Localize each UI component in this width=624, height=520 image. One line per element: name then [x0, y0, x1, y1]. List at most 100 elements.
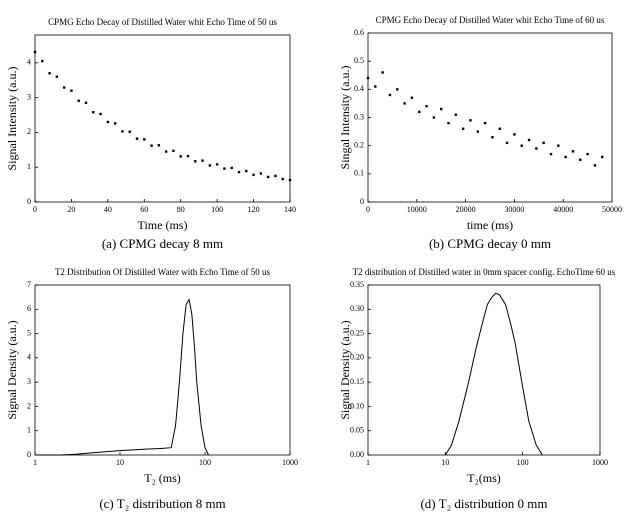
y-tick-label: 0 — [360, 197, 364, 206]
scatter-point — [201, 159, 204, 162]
scatter-point — [593, 164, 597, 167]
x-tick-label: 50000 — [602, 205, 622, 214]
scatter-point — [135, 137, 139, 140]
chart-title: T2 Distribution Of Distilled Water with … — [55, 267, 271, 277]
y-tick-label: 4 — [27, 58, 31, 67]
scatter-point — [549, 152, 553, 156]
scatter-point — [172, 149, 175, 153]
scatter-point — [381, 71, 384, 74]
chart-title: CPMG Echo Decay of Distilled Water whit … — [48, 17, 277, 27]
scatter-point — [121, 130, 124, 133]
y-tick-label: 2 — [27, 127, 31, 136]
scatter-point — [215, 163, 219, 166]
y-tick-label: 3 — [27, 92, 31, 101]
x-tick-label: 140 — [284, 205, 296, 214]
distribution-line — [444, 292, 543, 456]
scatter-point — [461, 127, 465, 130]
scatter-point — [266, 175, 270, 179]
x-tick-label: 1000 — [592, 458, 608, 467]
y-tick-label: 0.1 — [354, 169, 364, 178]
scatter-point — [403, 102, 406, 105]
scatter-point — [179, 155, 182, 158]
caption: (b) CPMG decay 0 mm — [429, 236, 551, 251]
x-tick-label: 10000 — [407, 205, 427, 214]
y-tick-label: 1 — [27, 162, 31, 171]
scatter-point — [33, 50, 37, 54]
scatter-point — [498, 127, 501, 130]
scatter-point — [469, 119, 472, 122]
scatter-point — [245, 169, 248, 173]
scatter-point — [230, 166, 233, 170]
scatter-point — [557, 144, 560, 147]
scatter-point — [157, 144, 161, 147]
scatter-point — [48, 72, 51, 75]
x-tick-label: 0 — [366, 205, 370, 214]
plot-frame — [367, 32, 613, 203]
chart-title: T2 distribution of Distilled water in 0m… — [353, 267, 616, 277]
plot-frame — [34, 284, 291, 456]
plot-frame — [367, 284, 601, 456]
scatter-point — [150, 144, 153, 147]
y-tick-label: 0.5 — [354, 56, 364, 65]
scatter-point — [505, 141, 509, 145]
y-tick-label: 0.15 — [350, 377, 364, 386]
scatter-point — [571, 150, 575, 153]
scatter-point — [418, 110, 421, 114]
x-tick-label: 20 — [67, 205, 75, 214]
y-tick-label: 0.10 — [350, 401, 364, 410]
y-tick-label: 0.05 — [350, 426, 364, 435]
x-tick-label: 1 — [366, 458, 370, 467]
y-tick-label: 5 — [27, 328, 31, 337]
scatter-point — [447, 121, 450, 125]
y-tick-label: 0.4 — [354, 84, 364, 93]
scatter-point — [62, 86, 66, 89]
chart-title: CPMG Echo Decay of Distilled Water whit … — [376, 15, 605, 25]
y-tick-label: 0.25 — [350, 328, 364, 337]
scatter-point — [396, 88, 399, 91]
y-tick-label: 0.6 — [354, 28, 364, 37]
x-axis-label: T₂ (ms) — [144, 471, 181, 485]
y-tick-label: 2 — [27, 401, 31, 410]
x-axis-label: time (ms) — [467, 218, 513, 232]
caption: (a) CPMG decay 8 mm — [102, 236, 223, 251]
scatter-point — [208, 164, 212, 167]
x-axis-label: T₂(ms) — [467, 471, 501, 485]
x-tick-label: 120 — [248, 205, 260, 214]
scatter-point — [41, 59, 44, 63]
scatter-point — [252, 173, 255, 177]
x-tick-label: 40 — [104, 205, 112, 214]
y-tick-label: 0.00 — [350, 450, 364, 459]
scatter-point — [84, 101, 88, 105]
scatter-point — [92, 111, 95, 114]
x-tick-label: 40000 — [553, 205, 573, 214]
scatter-point — [491, 136, 494, 139]
scatter-point — [440, 107, 443, 111]
x-tick-label: 80 — [177, 205, 185, 214]
scatter-point — [223, 167, 226, 170]
scatter-point — [425, 105, 428, 108]
scatter-point — [143, 138, 146, 141]
scatter-point — [194, 160, 197, 163]
scatter-point — [542, 141, 545, 145]
scatter-point — [601, 155, 604, 159]
scatter-point — [388, 93, 392, 97]
x-tick-label: 100 — [517, 458, 529, 467]
scatter-point — [527, 138, 531, 142]
y-tick-label: 6 — [27, 304, 31, 313]
scatter-point — [288, 178, 292, 182]
y-axis-label: Signal Intensity (a.u.) — [5, 67, 19, 171]
y-tick-label: 0.30 — [350, 304, 364, 313]
scatter-point — [432, 116, 436, 119]
y-axis-label: Signal Density (a.u.) — [338, 320, 352, 419]
scatter-point — [586, 152, 589, 156]
y-axis-label: Signal Density (a.u.) — [5, 320, 19, 419]
x-tick-label: 100 — [211, 205, 223, 214]
scatter-point — [366, 76, 370, 80]
y-tick-label: 0 — [27, 197, 31, 206]
x-tick-label: 10 — [441, 458, 449, 467]
scatter-point — [186, 154, 190, 158]
x-axis-label: Time (ms) — [138, 218, 188, 232]
y-tick-label: 1 — [27, 426, 31, 435]
scatter-point — [237, 170, 241, 174]
scatter-point — [99, 112, 102, 116]
